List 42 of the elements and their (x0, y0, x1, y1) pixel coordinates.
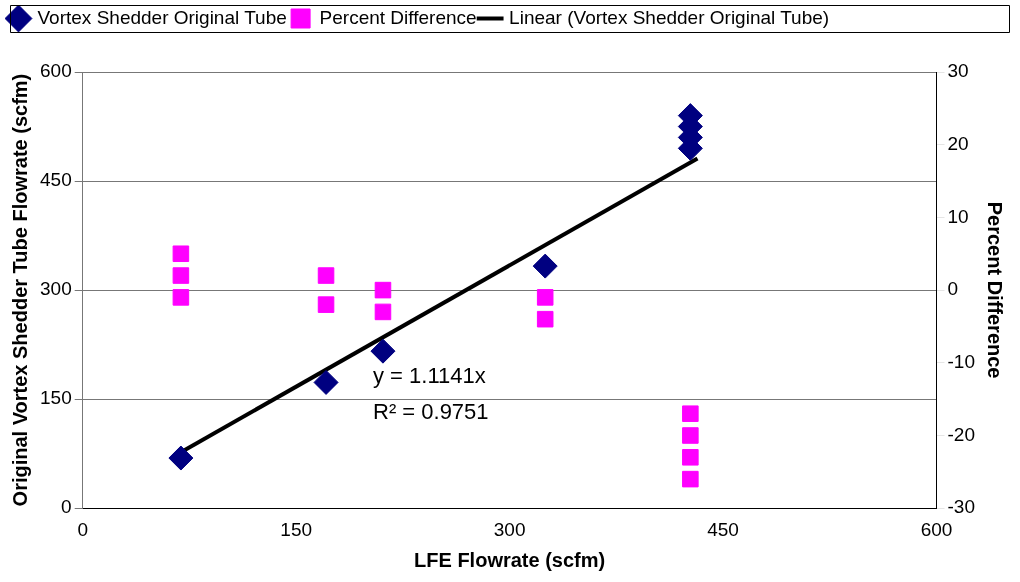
point (532, 253, 558, 279)
point (682, 470, 699, 488)
x-axis-title: LFE Flowrate (scfm) (414, 548, 606, 571)
point (172, 267, 190, 284)
point (317, 267, 335, 284)
x-tick-label: 300 (493, 518, 526, 540)
point (682, 449, 699, 466)
point (374, 303, 392, 321)
y-tick-label: 450 (40, 169, 72, 191)
point (536, 310, 554, 328)
y-tick-label: 0 (61, 496, 72, 518)
y-tick-label: 300 (40, 278, 72, 300)
point (682, 427, 699, 444)
y2-axis-title: Percent Difference (984, 201, 1007, 379)
x-tick-label: 150 (280, 518, 313, 540)
point (313, 369, 339, 395)
legend-label: Vortex Shedder Original Tube (37, 6, 287, 28)
y2-tick-label: -30 (947, 496, 976, 518)
x-tick-label: 450 (707, 518, 739, 540)
point (682, 405, 699, 422)
point (172, 289, 190, 306)
point (168, 445, 194, 471)
y2-tick-label: -20 (947, 423, 976, 445)
point (374, 281, 392, 299)
annotation: R² = 0.9751 (373, 399, 489, 425)
x-tick-label: 0 (77, 518, 88, 540)
legend-label: Percent Difference (319, 6, 477, 28)
y2-tick-label: 30 (947, 60, 969, 82)
y-tick-label: 150 (40, 387, 72, 409)
annotation: y = 1.1141x (373, 363, 486, 389)
point (536, 289, 554, 306)
y2-tick-label: 10 (947, 205, 969, 227)
point (317, 296, 335, 313)
y-tick-label: 600 (40, 60, 72, 82)
point (172, 245, 190, 263)
y2-tick-label: 20 (947, 132, 969, 154)
legend-label: Linear (Vortex Shedder Original Tube) (509, 6, 830, 28)
x-tick-label: 600 (920, 518, 953, 540)
y-axis-title: Original Vortex Shedder Tube Flowrate (scfm) (8, 73, 31, 507)
y2-tick-label: -10 (947, 351, 976, 373)
y2-tick-label: 0 (947, 278, 959, 300)
point (370, 338, 396, 364)
